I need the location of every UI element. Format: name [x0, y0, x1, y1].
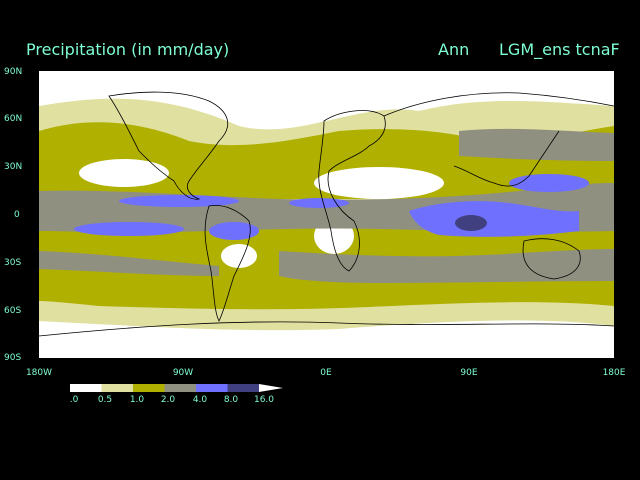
coast-antarctica — [39, 321, 614, 337]
map-title: Precipitation (in mm/day) — [26, 40, 230, 59]
cb-label-16: 16.0 — [253, 395, 275, 405]
cb-label-1: 1.0 — [129, 395, 145, 405]
blue-pacific-itcz — [119, 195, 239, 207]
coast-australia — [522, 238, 581, 280]
colorbar-swatch-2 — [133, 384, 165, 392]
band-grey-spcz — [39, 251, 219, 276]
lat-tick-30s: 30S — [4, 258, 22, 268]
lat-tick-30n: 30N — [4, 162, 23, 172]
map-field — [39, 71, 614, 358]
cb-label-05: 0.5 — [97, 395, 113, 405]
lat-tick-60n: 60N — [4, 114, 23, 124]
coast-north-america — [108, 91, 229, 200]
colorbar-swatch-0 — [70, 384, 102, 392]
coast-europe-africa — [318, 110, 386, 272]
lat-tick-90n: 90N — [4, 67, 23, 77]
band-grey-southern — [279, 249, 614, 283]
coast-asia — [383, 92, 614, 187]
colorbar-swatch-1 — [101, 384, 133, 392]
cb-label-2: 2.0 — [160, 395, 176, 405]
lon-tick-90w: 90W — [172, 368, 194, 378]
band-grey-npac — [459, 128, 614, 161]
cb-label-0: .0 — [69, 395, 79, 405]
colorbar — [70, 384, 283, 392]
season-label: Ann — [438, 40, 470, 59]
coast-south-america — [204, 204, 251, 322]
lon-tick-180w: 180W — [25, 368, 53, 378]
white-n-pacific — [79, 159, 169, 187]
blue-warm-pool — [409, 201, 579, 237]
cb-label-4: 4.0 — [192, 395, 208, 405]
lat-tick-60s: 60S — [4, 306, 22, 316]
blue-amazon — [209, 222, 259, 240]
darkblue-indian — [455, 215, 487, 231]
lon-tick-180e: 180E — [602, 368, 626, 378]
blue-spcz — [74, 222, 184, 236]
precipitation-map — [39, 71, 614, 358]
colorbar-swatch-4 — [196, 384, 228, 392]
run-label: LGM_ens tcnaF — [499, 40, 620, 59]
lat-tick-90s: 90S — [4, 353, 22, 363]
cb-label-8: 8.0 — [223, 395, 239, 405]
white-sahara — [314, 167, 444, 199]
white-s-pacific — [221, 244, 257, 268]
lon-tick-90e: 90E — [460, 368, 478, 378]
blue-atlantic — [289, 198, 349, 208]
lon-tick-0e: 0E — [320, 368, 332, 378]
colorbar-extend-arrow — [259, 384, 283, 392]
lat-tick-eq: 0 — [14, 210, 20, 220]
blue-kuroshio — [509, 174, 589, 192]
colorbar-swatch-3 — [164, 384, 196, 392]
colorbar-swatch-5 — [227, 384, 259, 392]
